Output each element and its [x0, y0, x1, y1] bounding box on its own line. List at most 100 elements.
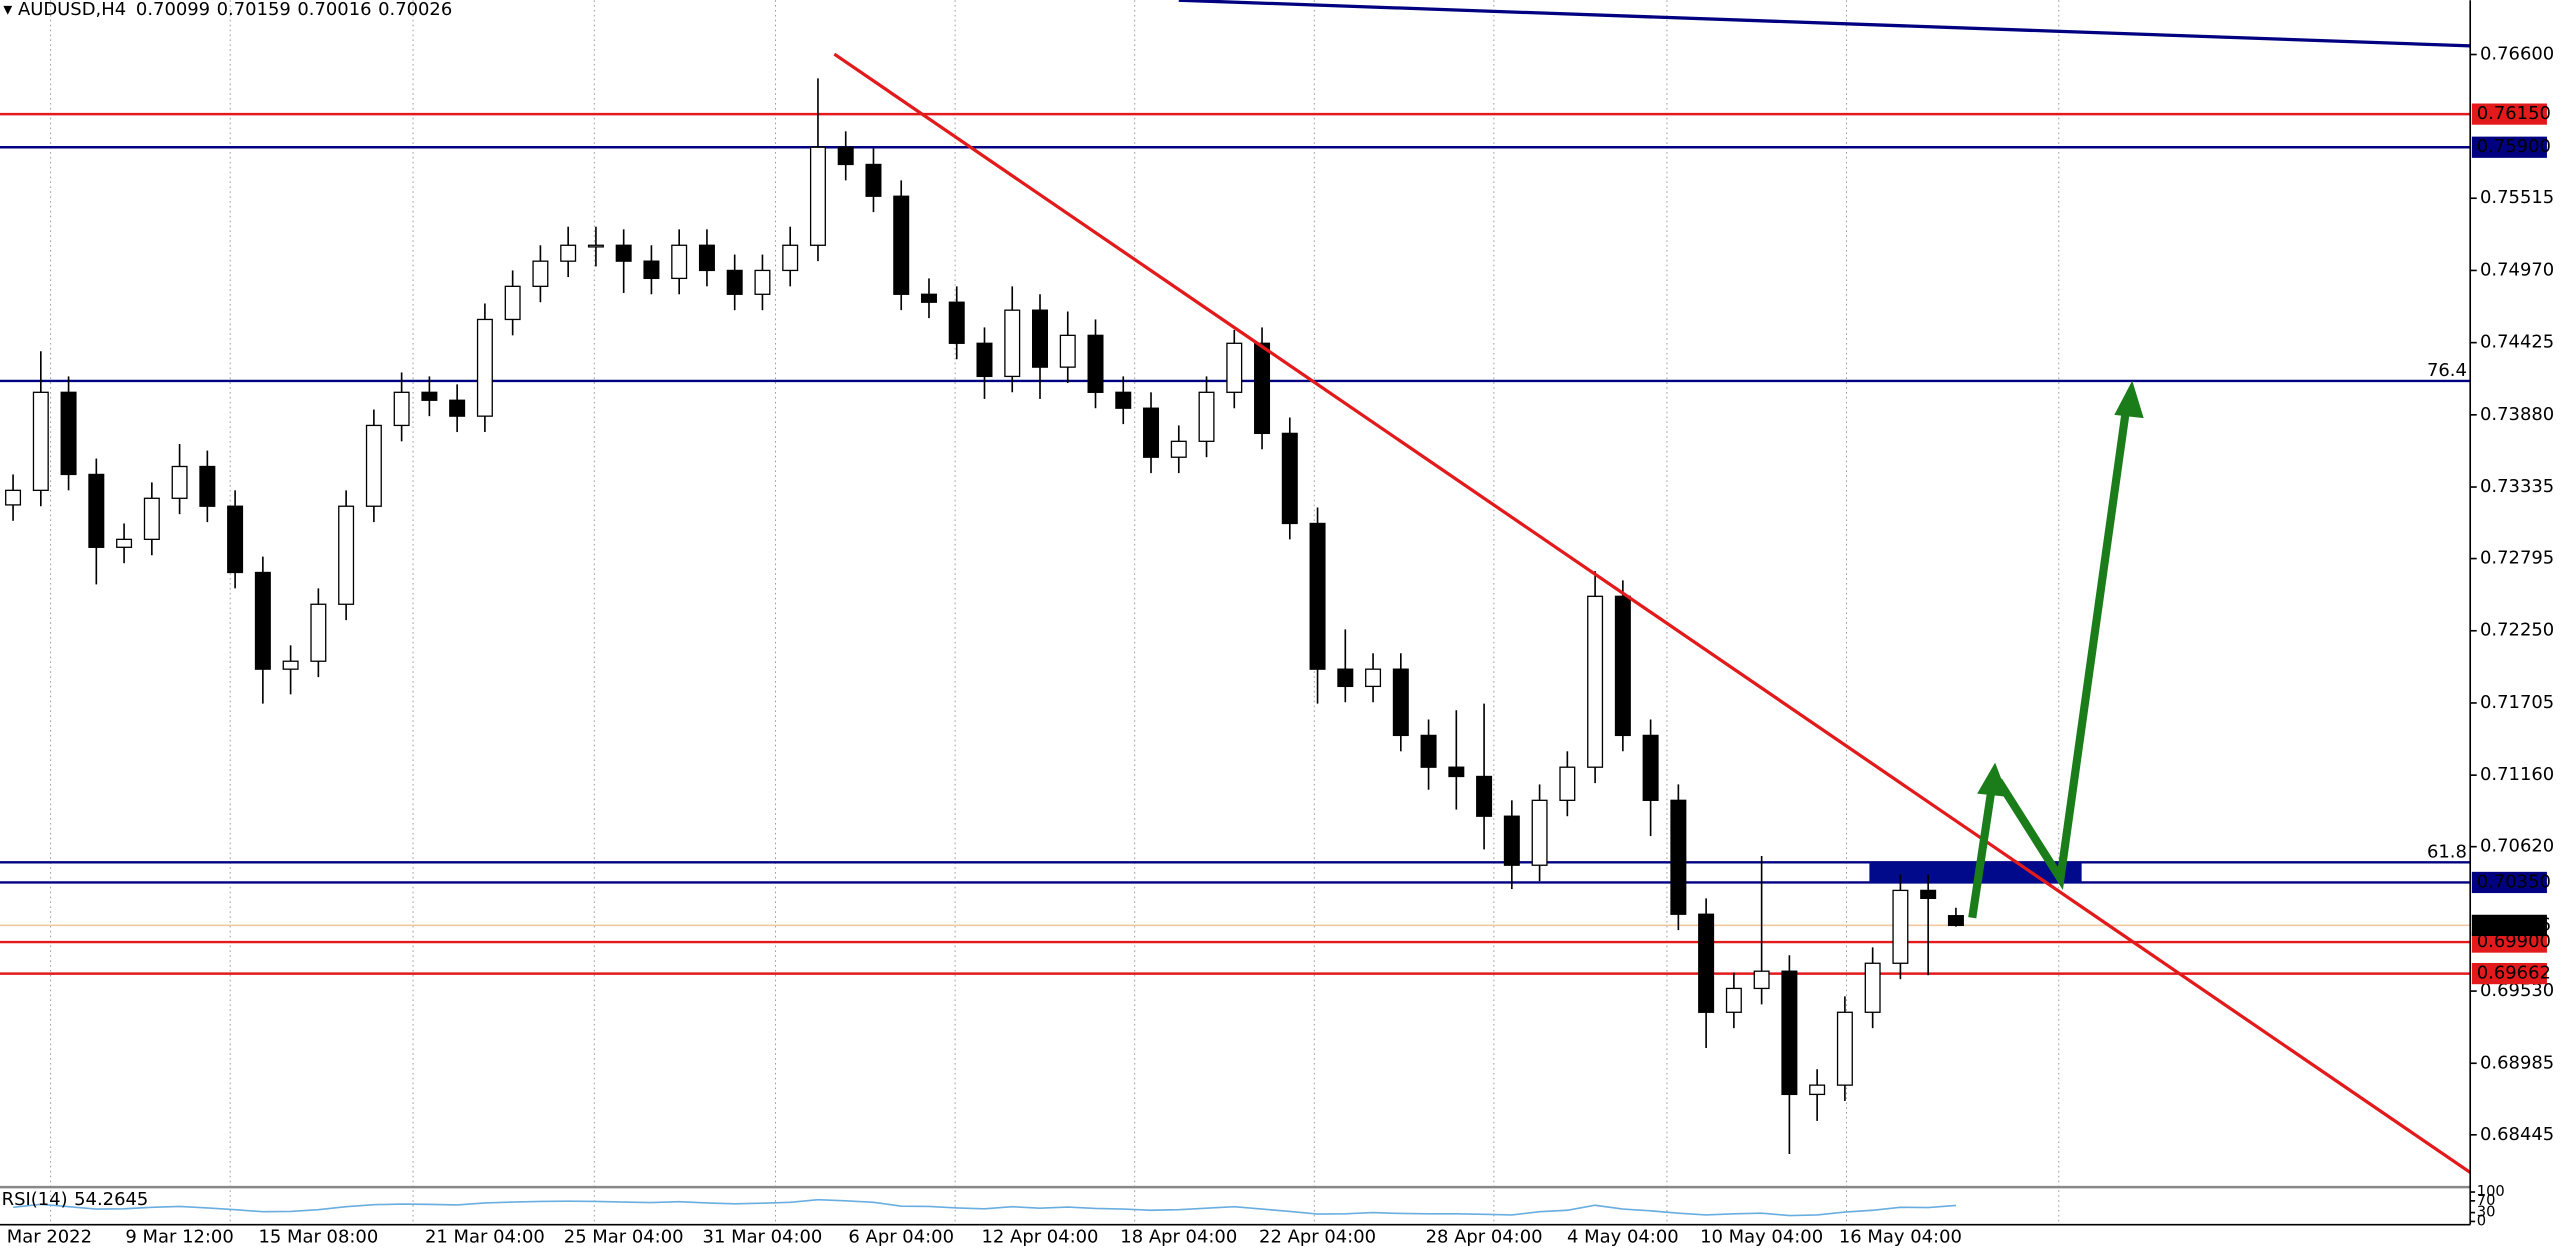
current-price-label: 0.70026: [2477, 914, 2551, 935]
rsi-line: [12, 1198, 1956, 1217]
candle-body: [865, 163, 882, 197]
candle-body: [809, 146, 826, 246]
candle-body: [1920, 889, 1937, 899]
y-tick-label: 0.71160: [2480, 764, 2554, 785]
forecast-arrow: [1994, 411, 2130, 891]
y-tick-label: 0.74970: [2480, 259, 2554, 280]
x-tick-label: 15 Mar 08:00: [258, 1227, 378, 1248]
candle-body: [60, 391, 77, 476]
candle-body: [1892, 889, 1909, 964]
candle-body: [393, 391, 410, 427]
candle-body: [338, 505, 355, 605]
candle-body: [726, 269, 743, 295]
price-label-bg: [2471, 103, 2547, 125]
candle-body: [1059, 334, 1076, 368]
candle-body: [1725, 987, 1742, 1013]
candle-body: [560, 244, 577, 262]
candle-body: [1642, 734, 1659, 801]
candle-body: [116, 538, 133, 548]
current-price-bg: [2471, 914, 2547, 936]
panels: [0, 0, 2472, 1226]
candle-body: [1198, 391, 1215, 442]
candle-body: [1032, 309, 1048, 368]
candle-body: [1004, 309, 1021, 378]
y-tick-label: 0.73880: [2480, 404, 2554, 425]
rsi-tick-label: 100: [2477, 1183, 2505, 1200]
candle-body: [643, 260, 660, 280]
y-tick-label: 0.68445: [2480, 1124, 2554, 1145]
y-tick-label: 0.74425: [2480, 332, 2554, 353]
candle-body: [1170, 440, 1187, 458]
symbol: AUDUSD,H4: [18, 0, 126, 20]
x-tick-label: 10 May 04:00: [1700, 1227, 1823, 1248]
candles: [5, 78, 1964, 1155]
fib-label: 76.4: [2427, 360, 2467, 381]
price-label: 0.76150: [2477, 103, 2551, 124]
candle-body: [1836, 1011, 1853, 1086]
y-tick-label: 0.68985: [2480, 1052, 2554, 1073]
candle-body: [1781, 970, 1798, 1096]
fib-label: 61.8: [2427, 842, 2467, 863]
price-label-bg: [2471, 136, 2547, 158]
candle-body: [976, 342, 993, 378]
x-tick-label: 4 May 04:00: [1567, 1227, 1679, 1248]
candle-body: [948, 301, 965, 344]
candle-body: [1226, 342, 1243, 393]
price-label: 0.69900: [2477, 931, 2551, 952]
candle-body: [1531, 799, 1548, 866]
rsi-name: RSI(14): [2, 1189, 68, 1210]
x-tick-label: 3 Mar 2022: [0, 1227, 92, 1248]
candle-body: [698, 244, 715, 272]
price-label: 0.75900: [2477, 136, 2551, 157]
trend-line: [1178, 0, 2471, 48]
candle-body: [171, 465, 188, 499]
candle-body: [310, 603, 327, 662]
candle-body: [1503, 815, 1520, 866]
x-tick-label: 28 Apr 04:00: [1426, 1227, 1543, 1248]
rsi-tick-label: 30: [2477, 1204, 2496, 1221]
candle-body: [587, 244, 604, 248]
rsi-tick-label: 70: [2477, 1192, 2496, 1209]
candle-body: [1281, 432, 1298, 525]
x-tick-label: 22 Apr 04:00: [1259, 1227, 1376, 1248]
x-tick-label: 31 Mar 04:00: [703, 1227, 823, 1248]
menu-icon: ▾: [3, 0, 18, 20]
candle-body: [782, 244, 799, 272]
candle-body: [5, 489, 22, 506]
candle-body: [920, 293, 937, 303]
y-tick-label: 0.76600: [2480, 44, 2554, 65]
forecast-arrow: [1968, 786, 1996, 919]
candle-body: [671, 244, 688, 280]
time-grid: [50, 0, 2060, 1225]
candle-body: [532, 260, 549, 287]
candle-body: [1087, 334, 1104, 393]
candle-body: [365, 424, 382, 507]
price-label: 0.70350: [2477, 871, 2551, 892]
candle-body: [1365, 668, 1382, 688]
trend-line: [833, 52, 2472, 1174]
y-tick-label: 0.70620: [2480, 836, 2554, 857]
candle-body: [504, 285, 521, 321]
candle-body: [88, 473, 105, 548]
rsi-label: RSI(14) 54.2645: [2, 1189, 149, 1210]
rsi-tick-label: 0: [2477, 1212, 2486, 1229]
candle-body: [1254, 342, 1271, 435]
candle-body: [199, 465, 216, 507]
y-tick-label: 0.72795: [2480, 548, 2554, 569]
x-tick-label: 9 Mar 12:00: [125, 1227, 233, 1248]
x-tick-label: 25 Mar 04:00: [564, 1227, 684, 1248]
candle-body: [1614, 595, 1631, 737]
candle-body: [1864, 962, 1881, 1013]
x-tick-label: 21 Mar 04:00: [425, 1227, 545, 1248]
y-tick-label: 0.73335: [2480, 476, 2554, 497]
candle-body: [1420, 734, 1437, 768]
last-close: 0.70026: [378, 0, 452, 20]
candle-body: [32, 391, 49, 491]
candle-body: [754, 269, 771, 295]
candle-body: [227, 505, 244, 574]
candle-body: [1392, 668, 1409, 737]
candle-body: [1337, 668, 1354, 688]
